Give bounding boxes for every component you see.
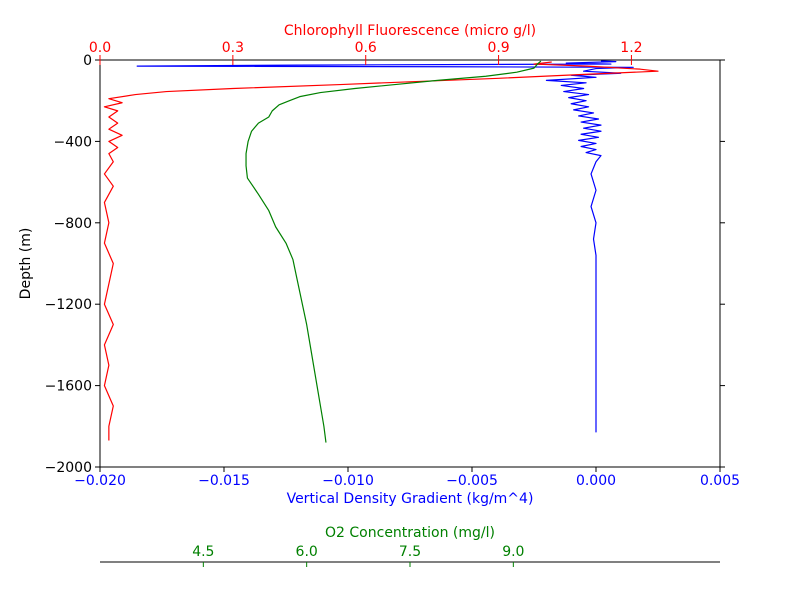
density-axis-label: Vertical Density Gradient (kg/m^4) xyxy=(287,491,534,507)
density-tick-label: −0.015 xyxy=(198,473,250,489)
oxygen-tick-label: 9.0 xyxy=(502,544,524,560)
y-tick-label: −2000 xyxy=(45,460,92,476)
plot-area xyxy=(103,60,659,443)
density-tick-label: −0.010 xyxy=(322,473,374,489)
density-tick-label: 0.005 xyxy=(700,473,740,489)
y-tick-label: −800 xyxy=(54,216,92,232)
chlorophyll-tick-label: 0.6 xyxy=(355,40,377,56)
chlorophyll-series-line xyxy=(103,61,659,441)
density-series-line xyxy=(136,60,634,433)
plot-frame xyxy=(99,59,721,468)
oxygen-tick-label: 6.0 xyxy=(296,544,318,560)
y-tick-label: −1600 xyxy=(45,379,92,395)
axes-layer: 0 −400 −800 −1200 −1600 −2000−0.020 −0.015 −0.0… xyxy=(45,40,740,567)
y-tick-label: −400 xyxy=(54,134,92,150)
density-tick-label: −0.005 xyxy=(446,473,498,489)
density-tick-label: 0.000 xyxy=(576,473,616,489)
oxygen-axis-label: O2 Concentration (mg/l) xyxy=(325,525,495,541)
oxygen-series-line xyxy=(245,60,542,443)
density-tick-label: −0.020 xyxy=(74,473,126,489)
chlorophyll-tick-label: 0.9 xyxy=(487,40,509,56)
chlorophyll-tick-label: 0.3 xyxy=(222,40,244,56)
oxygen-tick-label: 4.5 xyxy=(192,544,214,560)
chlorophyll-tick-label: 0.0 xyxy=(89,40,111,56)
chlorophyll-tick-label: 1.2 xyxy=(620,40,642,56)
oxygen-tick-label: 7.5 xyxy=(399,544,421,560)
y-tick-label: −1200 xyxy=(45,297,92,313)
chlorophyll-axis-label: Chlorophyll Fluorescence (micro g/l) xyxy=(284,23,536,39)
y-tick-label: 0 xyxy=(83,53,92,69)
y-axis-label: Depth (m) xyxy=(18,228,34,300)
